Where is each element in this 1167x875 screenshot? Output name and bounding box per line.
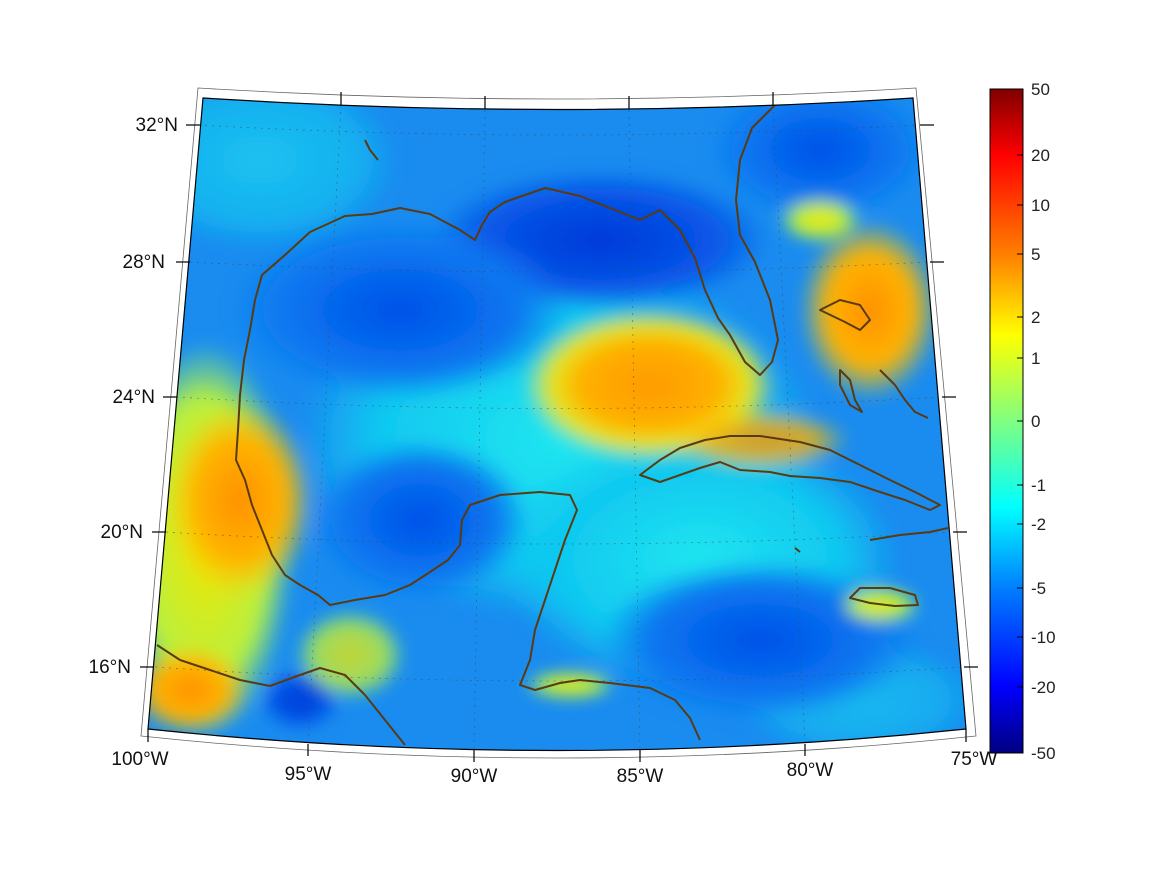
coastlines bbox=[156, 104, 949, 746]
lat-label-24n: 24°N bbox=[113, 387, 155, 408]
lat-label-28n: 28°N bbox=[123, 252, 165, 273]
colorbar-tick-label: 5 bbox=[1031, 245, 1040, 264]
colorbar-tick-label: 50 bbox=[1031, 80, 1050, 99]
lon-label-100w: 100°W bbox=[111, 749, 168, 770]
lon-label-85w: 85°W bbox=[617, 766, 664, 787]
data-field bbox=[148, 98, 966, 751]
lon-label-95w: 95°W bbox=[285, 764, 332, 785]
colorbar-tick-label: -10 bbox=[1031, 628, 1056, 647]
map-outer-frame bbox=[140, 87, 977, 759]
colorbar-tick-label: 1 bbox=[1031, 349, 1040, 368]
map-frame bbox=[147, 97, 967, 752]
colorbar-tick-label: -20 bbox=[1031, 678, 1056, 697]
colorbar-tick-label: -1 bbox=[1031, 476, 1046, 495]
colorbar-tick-label: -2 bbox=[1031, 515, 1046, 534]
colorbar-tick-label: 20 bbox=[1031, 146, 1050, 165]
colorbar-tick-label: -5 bbox=[1031, 579, 1046, 598]
lat-label-20n: 20°N bbox=[101, 522, 143, 543]
lat-label-16n: 16°N bbox=[89, 657, 131, 678]
colorbar-tick-label: 0 bbox=[1031, 412, 1040, 431]
lon-label-75w: 75°W bbox=[951, 749, 998, 770]
lon-label-90w: 90°W bbox=[451, 766, 498, 787]
colorbar-tick-label: 2 bbox=[1031, 308, 1040, 327]
lon-label-80w: 80°W bbox=[787, 760, 834, 781]
lat-label-32n: 32°N bbox=[136, 115, 178, 136]
colorbar-tick-label: 10 bbox=[1031, 196, 1050, 215]
lat-ticks bbox=[140, 124, 978, 668]
lon-ticks bbox=[147, 92, 967, 762]
colorbar-tick-label: -50 bbox=[1031, 744, 1056, 763]
